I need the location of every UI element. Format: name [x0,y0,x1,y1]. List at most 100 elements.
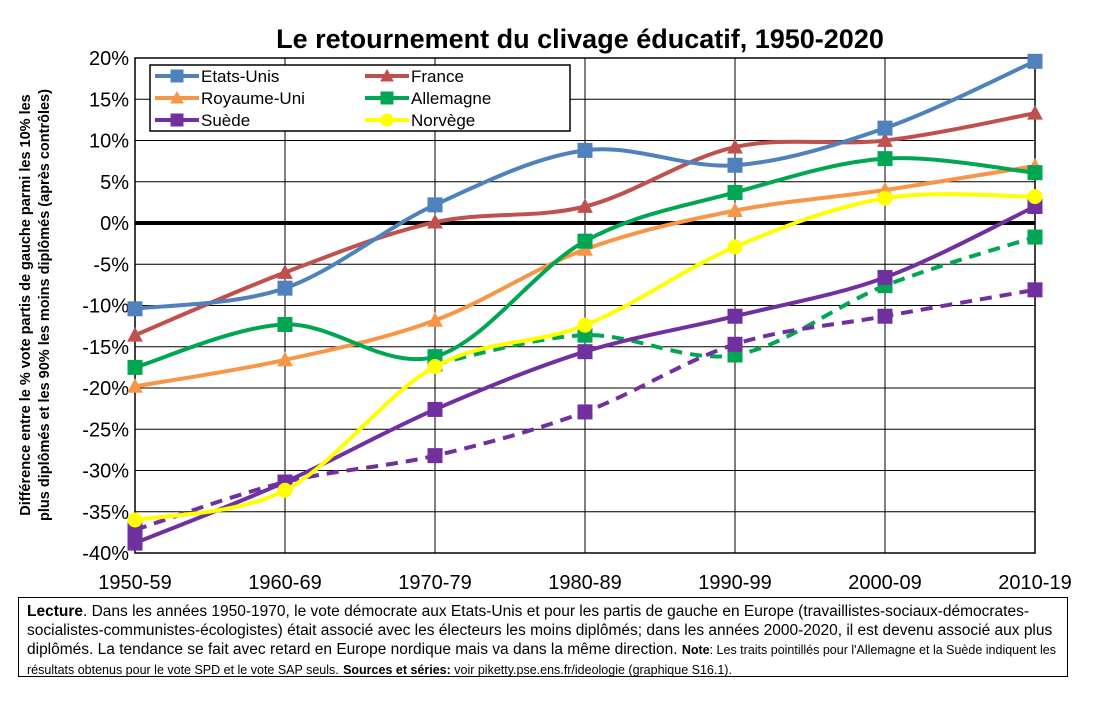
legend-box [149,64,571,132]
data-point [877,120,893,136]
data-point [127,301,143,317]
data-point [1027,165,1043,181]
y-tick-label: 5% [100,172,129,194]
data-point [877,151,893,167]
data-point [577,142,593,158]
legend-label: Suède [201,111,250,130]
y-tick-label: -15% [82,337,129,359]
data-point [727,138,743,154]
data-point [577,344,593,360]
y-tick-label: -25% [82,419,129,441]
series-layer [127,53,1043,551]
legend-label: Royaume-Uni [201,89,305,108]
data-point [277,316,293,332]
x-tick-label: 1990-99 [698,572,771,594]
plot-area: 20% 15% 10% 5% 0% -5% -10% -15% -20% -25% -30% -35%… [82,48,1071,594]
series-etats-unis [127,53,1043,317]
data-point [277,482,293,498]
legend-item: France [365,67,464,86]
legend-item: Allemagne [365,89,491,108]
sources-text: voir piketty.pse.ens.fr/ideologie (graph… [450,663,732,677]
data-point [577,317,593,333]
data-point [577,233,593,249]
data-point [1027,53,1043,69]
data-point [727,202,743,217]
data-point [727,239,743,255]
data-point [427,213,443,229]
data-point [127,512,143,528]
data-point [727,157,743,173]
legend-label: France [411,67,464,86]
series-dashed-7 [127,282,1043,538]
legend-swatch-marker [170,69,184,83]
data-point [277,351,293,367]
data-point [1027,282,1043,298]
series-france [127,105,1043,342]
legend-item: Norvège [365,111,475,130]
lecture-text: . Dans les années 1950-1970, le vote dém… [27,603,1053,658]
legend-swatch-marker [170,113,184,127]
data-point [427,312,443,327]
x-tick-label: 1960-69 [248,572,321,594]
data-point [727,184,743,200]
legend-item: Suède [155,111,250,130]
series-norv-ge [127,189,1043,528]
y-tick-label: -10% [82,296,129,318]
x-tick-label: 2010-19 [998,572,1071,594]
x-tick-label: 1950-59 [98,572,171,594]
data-point [427,197,443,213]
note-label: Note [681,643,710,657]
data-point [127,359,143,375]
data-point [577,404,593,420]
data-point [427,448,443,464]
x-tick-label: 1970-79 [398,572,471,594]
data-point [727,336,743,352]
y-axis-label-line2: plus diplômés et les 90% les moins diplô… [37,89,53,521]
legend-label: Etats-Unis [201,67,279,86]
chart-title: Le retournement du clivage éducatif, 195… [276,24,884,54]
data-point [427,401,443,417]
reading-note: Lecture. Dans les années 1950-1970, le v… [18,597,1068,677]
data-point [877,308,893,324]
y-tick-label: -35% [82,502,129,524]
data-point [877,269,893,285]
y-tick-label: -5% [93,254,129,276]
legend-swatch-marker [380,68,394,82]
y-axis-label: Différence entre le % vote partis de gau… [18,89,53,521]
y-tick-label: 0% [100,213,129,235]
data-point [127,535,143,551]
y-tick-label: 15% [89,89,129,111]
data-point [1027,189,1043,205]
data-point [727,308,743,324]
legend-swatch-marker [170,90,184,104]
legend-item: Etats-Unis [155,67,279,86]
data-point [877,132,893,147]
y-tick-label: -20% [82,378,129,400]
legend-item: Royaume-Uni [155,89,305,108]
data-point [1027,229,1043,245]
data-point [277,280,293,296]
y-axis-label-line1: Différence entre le % vote partis de gau… [18,94,34,515]
y-tick-label: 20% [89,48,129,70]
y-tick-label: -40% [82,543,129,565]
sources-label: Sources et séries: [343,663,451,677]
y-tick-label: 10% [89,131,129,153]
note-text: : Les traits pointillés pour l'Allemagne… [27,643,1056,677]
data-point [1027,105,1043,120]
legend: Etats-Unis France Royaume-Uni Allemagne Suèd… [149,64,571,132]
legend-label: Allemagne [411,89,491,108]
series-allemagne [127,151,1043,375]
legend-swatch-marker [380,91,394,105]
y-tick-label: -30% [82,461,129,483]
legend-label: Norvège [411,111,475,130]
data-point [877,190,893,206]
data-point [277,264,293,279]
x-tick-label: 1980-89 [548,572,621,594]
data-point [127,378,143,393]
legend-swatch-marker [380,113,394,127]
x-tick-label: 2000-09 [848,572,921,594]
data-point [577,198,593,213]
data-point [427,359,443,375]
lecture-label: Lecture [27,603,83,620]
